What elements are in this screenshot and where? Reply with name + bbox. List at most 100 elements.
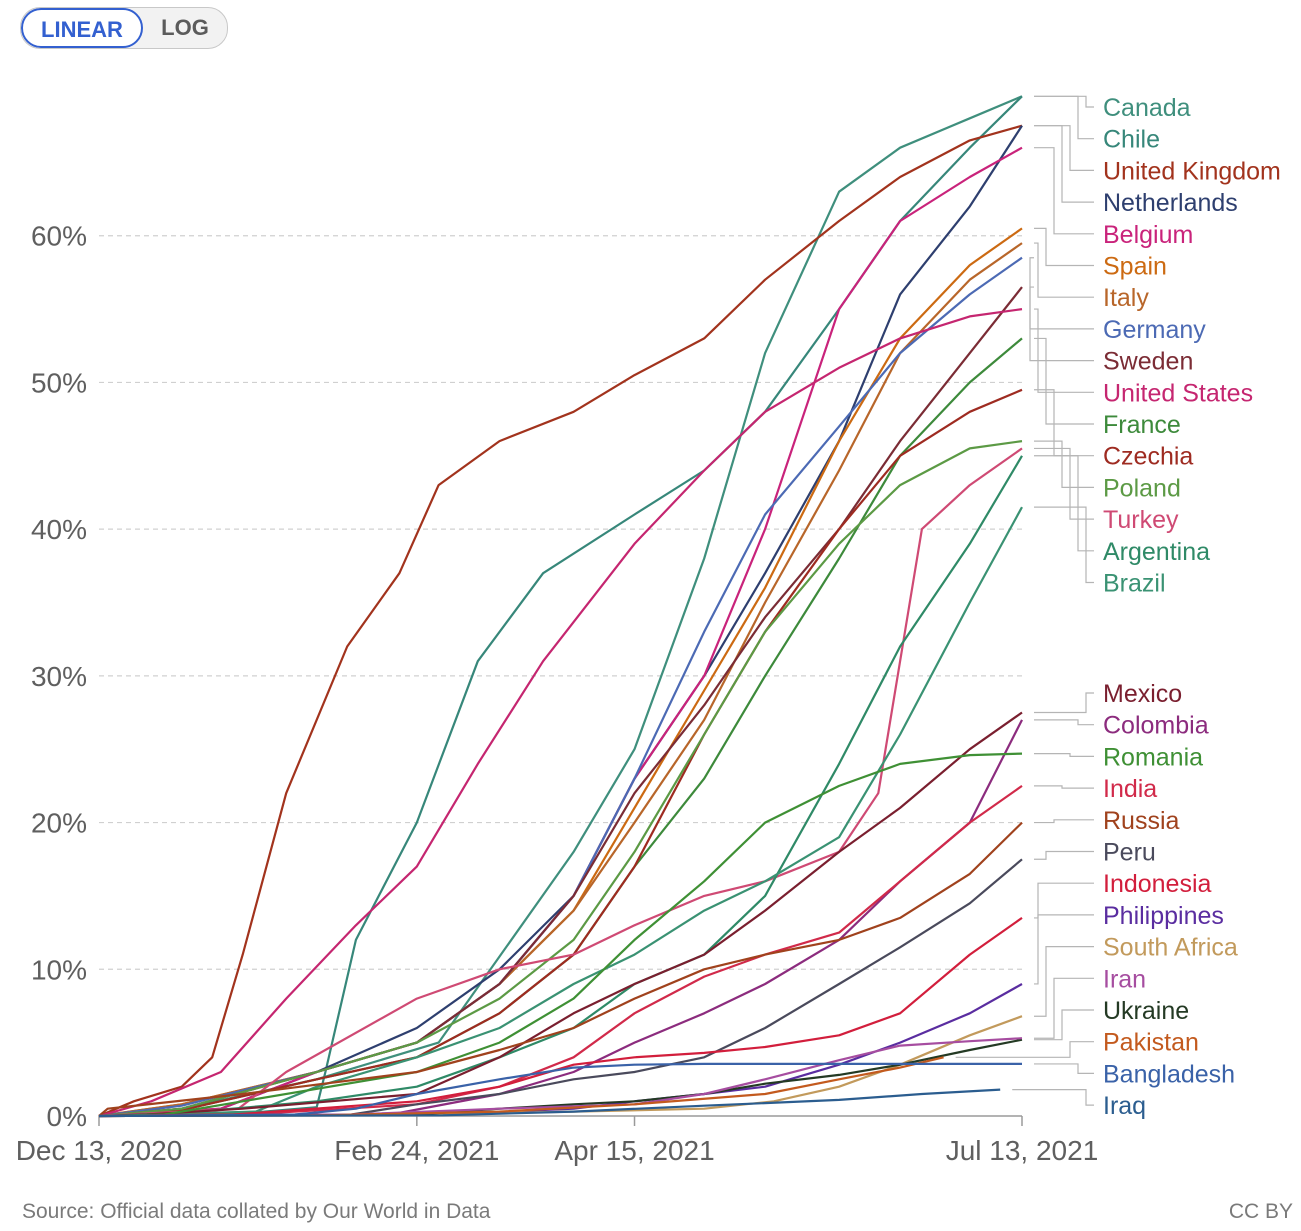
legend-label: Russia [1103,807,1180,835]
legend-label: Colombia [1103,712,1209,740]
series-line [98,1037,1023,1118]
legend-label: Canada [1103,94,1191,122]
series-line [98,719,1023,1118]
legend-connector [1034,785,1094,789]
legend-connector [1034,977,1094,1039]
y-tick-label: 50% [31,367,87,398]
legend-label: Indonesia [1103,870,1212,898]
grid-lines [99,235,1022,1117]
series-line [98,95,1023,1118]
legend-label: Poland [1103,474,1181,502]
legend-connector [1034,719,1094,726]
legend-connector [1034,242,1094,298]
legend-label: Spain [1103,253,1167,281]
legend-label: Czechia [1103,443,1193,471]
legend-label: Peru [1103,839,1156,867]
legend-label: Iraq [1103,1092,1146,1120]
y-tick-label: 60% [31,221,87,252]
x-tick-label: Jul 13, 2021 [946,1135,1099,1166]
y-tick-label: 40% [31,514,87,545]
y-axis-ticks: 0% 10% 20% 30% 40% 50% 60% [31,221,87,1132]
series-line [98,1038,1023,1118]
series-line [98,1088,1001,1118]
series-line [98,308,1023,1118]
scale-toggle: LINEAR LOG [20,7,228,49]
series-lines [98,95,1023,1118]
legend-label: Iran [1103,965,1146,993]
y-tick-label: 10% [31,954,87,985]
legend-connector [1034,147,1094,235]
legend-label: India [1103,775,1157,803]
legend-connector [1034,447,1094,520]
legend-label: United Kingdom [1103,157,1281,185]
series-line [98,337,1023,1118]
legend-label: South Africa [1103,934,1238,962]
series-line [98,785,1023,1118]
series-line [98,125,1023,1118]
y-tick-label: 0% [47,1101,87,1132]
series-line [98,711,1023,1118]
series-line [98,1062,1022,1118]
legend-connector [1034,914,1094,985]
legend-label: Italy [1103,284,1149,312]
legend-connector [1034,389,1094,457]
legend-connector [1034,1063,1094,1074]
series-line [98,447,1023,1118]
legend-connector [1012,1088,1094,1106]
legend-connector [1029,257,1094,330]
legend-connector [1034,455,1094,552]
series-line [98,455,1023,1118]
legend-label: Ukraine [1103,997,1189,1025]
series-line [98,440,1023,1118]
legend-label: United States [1103,379,1253,407]
legend-label: Netherlands [1103,189,1238,217]
series-line [98,821,1023,1117]
legend-label: Belgium [1103,221,1193,249]
legend-connector [1034,95,1094,108]
legend-label: Bangladesh [1103,1060,1235,1088]
series-line [98,917,1023,1118]
series-line [98,124,1023,1118]
legend-label: Sweden [1103,348,1193,376]
x-tick-label: Apr 15, 2021 [554,1135,714,1166]
legend-label: Brazil [1103,570,1166,598]
series-line [98,227,1023,1118]
license-link[interactable]: CC BY [1228,1200,1293,1223]
legend-connector [1034,506,1094,584]
legend-connector [955,1041,1094,1058]
source-note: Source: Official data collated by Our Wo… [22,1200,491,1223]
legend-connector [1034,125,1094,203]
x-tick-label: Feb 24, 2021 [334,1135,499,1166]
legend-connector [1034,850,1094,860]
y-tick-label: 20% [31,808,87,839]
log-scale-button[interactable]: LOG [161,15,209,40]
x-tick-label: Dec 13, 2020 [16,1135,183,1166]
legend-label: Turkey [1103,506,1179,534]
linear-scale-button[interactable]: LINEAR [21,8,143,48]
legend-label: Pakistan [1103,1029,1199,1057]
legend-connector [1034,819,1094,824]
legend-connector [1034,308,1094,393]
legend-connector [1029,286,1094,362]
legend-label: France [1103,411,1181,439]
legend-connector [1034,692,1094,714]
legend-connector [1034,1009,1094,1041]
legend-connector [1034,227,1094,267]
legend-label: Mexico [1103,680,1182,708]
series-line [98,95,1023,1118]
x-axis-ticks: Dec 13, 2020 Feb 24, 2021 Apr 15, 2021 Jul … [16,1116,1099,1166]
y-tick-label: 30% [31,661,87,692]
legend-label: Philippines [1103,902,1224,930]
series-line [98,752,1023,1118]
legend-label: Argentina [1103,538,1210,566]
legend-labels: Canada Chile United Kingdom Netherlands Belg… [955,94,1281,1120]
legend-label: Romania [1103,743,1203,771]
series-line [98,506,1023,1118]
legend-connector [1034,337,1094,425]
legend-connector [1034,946,1094,1017]
legend-connector [1034,95,1094,140]
legend-label: Chile [1103,126,1160,154]
series-line [98,388,1023,1118]
legend-connector [1034,753,1094,757]
